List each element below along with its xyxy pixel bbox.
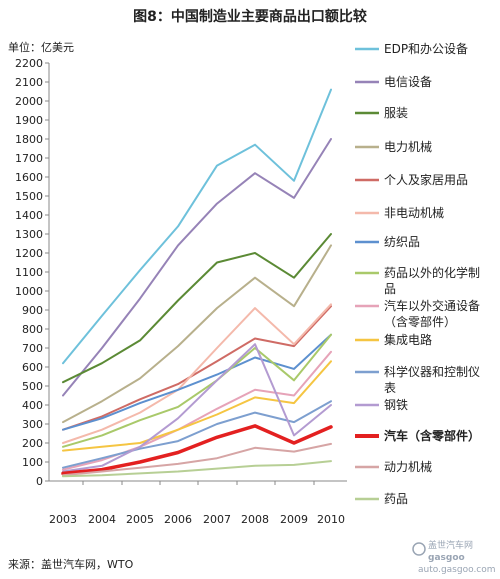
legend-label: 非电动机械 bbox=[384, 205, 444, 220]
y-tick-label: 1900 bbox=[15, 114, 43, 127]
legend-label: 品 bbox=[384, 282, 396, 296]
legend-label: EDP和办公设备 bbox=[384, 41, 468, 56]
chart-title: 图8：中国制造业主要商品出口额比较 bbox=[133, 8, 367, 25]
watermark-url: auto.gasgoo.com bbox=[418, 565, 496, 575]
y-tick-label: 1100 bbox=[15, 266, 43, 279]
y-tick-label: 500 bbox=[22, 380, 43, 393]
unit-label: 单位：亿美元 bbox=[8, 40, 74, 54]
series-line-5 bbox=[62, 305, 332, 431]
watermark-brand: gasgoo bbox=[428, 553, 465, 563]
legend-label: 科学仪器和控制仪 bbox=[384, 364, 480, 379]
legend: EDP和办公设备电信设备服装电力机械个人及家居用品非电动机械纺织品药品以外的化学… bbox=[355, 41, 480, 506]
legend-label: 电信设备 bbox=[384, 75, 432, 89]
legend-label: 电力机械 bbox=[384, 139, 432, 154]
series-line-3 bbox=[62, 233, 332, 384]
series-line-13 bbox=[61, 424, 333, 476]
watermark-chinese: 盖世汽车网 bbox=[428, 539, 473, 551]
y-tick-label: 600 bbox=[22, 361, 43, 374]
y-tick-label: 1200 bbox=[15, 247, 43, 260]
y-tick-label: 1800 bbox=[15, 133, 43, 146]
legend-label: 个人及家居用品 bbox=[384, 172, 468, 187]
y-tick-label: 2200 bbox=[15, 57, 43, 70]
y-tick-label: 1000 bbox=[15, 285, 43, 298]
series-line-8 bbox=[62, 333, 332, 448]
y-tick-label: 2100 bbox=[15, 76, 43, 89]
y-tick-label: 2000 bbox=[15, 95, 43, 108]
y-tick-label: 400 bbox=[22, 399, 43, 412]
series-line-7 bbox=[62, 333, 332, 431]
legend-label: 汽车（含零部件） bbox=[384, 428, 480, 443]
series-line-6 bbox=[62, 303, 332, 444]
watermark: 盖世汽车网 gasgoo auto.gasgoo.com bbox=[412, 539, 496, 575]
source-note: 来源：盖世汽车网，WTO bbox=[8, 557, 134, 571]
legend-label: 药品 bbox=[384, 492, 408, 506]
y-tick-label: 900 bbox=[22, 304, 43, 317]
y-tick-label: 1700 bbox=[15, 152, 43, 165]
series-line-2 bbox=[62, 138, 332, 397]
y-tick-label: 200 bbox=[22, 437, 43, 450]
series-layer bbox=[61, 88, 333, 478]
y-tick-label: 800 bbox=[22, 323, 43, 336]
legend-label: 钢铁 bbox=[384, 398, 408, 412]
legend-label: 汽车以外交通设备 bbox=[384, 298, 480, 313]
x-tick-label: 2006 bbox=[164, 513, 192, 526]
series-line-10 bbox=[62, 360, 332, 452]
y-tick-label: 1300 bbox=[15, 228, 43, 241]
series-line-1 bbox=[62, 88, 332, 365]
series-line-15 bbox=[62, 460, 332, 478]
y-tick-label: 300 bbox=[22, 418, 43, 431]
legend-label: 服装 bbox=[384, 106, 408, 120]
x-tick-label: 2004 bbox=[88, 513, 116, 526]
x-tick-label: 2010 bbox=[317, 513, 345, 526]
legend-label: 纺织品 bbox=[384, 235, 420, 249]
chart-axes: 0 100 200 300 400 500 600 700 800 900 1000 1100 1200… bbox=[15, 57, 347, 526]
series-line-4 bbox=[62, 244, 332, 424]
legend-label: （含零部件） bbox=[384, 314, 456, 329]
series-line-9 bbox=[62, 350, 332, 471]
legend-label: 表 bbox=[384, 381, 396, 395]
y-tick-label: 1400 bbox=[15, 209, 43, 222]
series-line-12 bbox=[62, 343, 332, 473]
legend-label: 动力机械 bbox=[384, 459, 432, 474]
y-tick-label: 0 bbox=[36, 475, 43, 488]
y-tick-label: 1600 bbox=[15, 171, 43, 184]
series-line-14 bbox=[62, 442, 332, 477]
watermark-logo-icon bbox=[412, 542, 426, 556]
legend-label: 集成电路 bbox=[384, 332, 432, 347]
x-tick-label: 2003 bbox=[49, 513, 77, 526]
y-tick-label: 700 bbox=[22, 342, 43, 355]
y-tick-label: 100 bbox=[22, 456, 43, 469]
x-tick-label: 2007 bbox=[203, 513, 231, 526]
y-tick-label: 1500 bbox=[15, 190, 43, 203]
x-tick-label: 2009 bbox=[280, 513, 308, 526]
x-tick-label: 2005 bbox=[126, 513, 154, 526]
x-tick-label: 2008 bbox=[241, 513, 269, 526]
legend-label: 药品以外的化学制 bbox=[384, 265, 480, 280]
